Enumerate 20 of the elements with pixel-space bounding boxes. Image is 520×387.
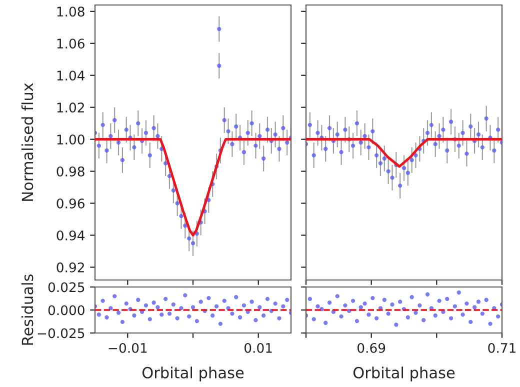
y-axis-title: Normalised flux [21,83,34,201]
y-tick-label: 1.06 [57,38,84,49]
y-tick-label: 1.04 [57,70,85,81]
y-tick-label: 0.98 [56,166,84,176]
y-tick-label: 0.000 [48,305,84,316]
x-tick-label: 0.71 [488,342,516,353]
x-tick-label: 0.69 [358,342,386,353]
y-tick-label: 1.00 [57,134,84,145]
y-tick-label: 0.025 [48,282,84,292]
x-axis-title: Orbital phase [353,366,455,382]
x-tick-label: 0.01 [244,342,272,353]
x-axis-title: Orbital phase [142,366,244,382]
y-tick-label: −0.025 [38,328,84,338]
y-axis-title: Residuals [21,274,34,345]
y-tick-label: 1.02 [57,102,84,113]
y-tick-label: 1.08 [57,6,84,17]
x-tick-label: −0.01 [108,342,147,353]
y-tick-label: 0.92 [56,262,84,272]
y-tick-label: 0.96 [56,198,84,208]
y-tick-label: 0.94 [56,230,85,240]
